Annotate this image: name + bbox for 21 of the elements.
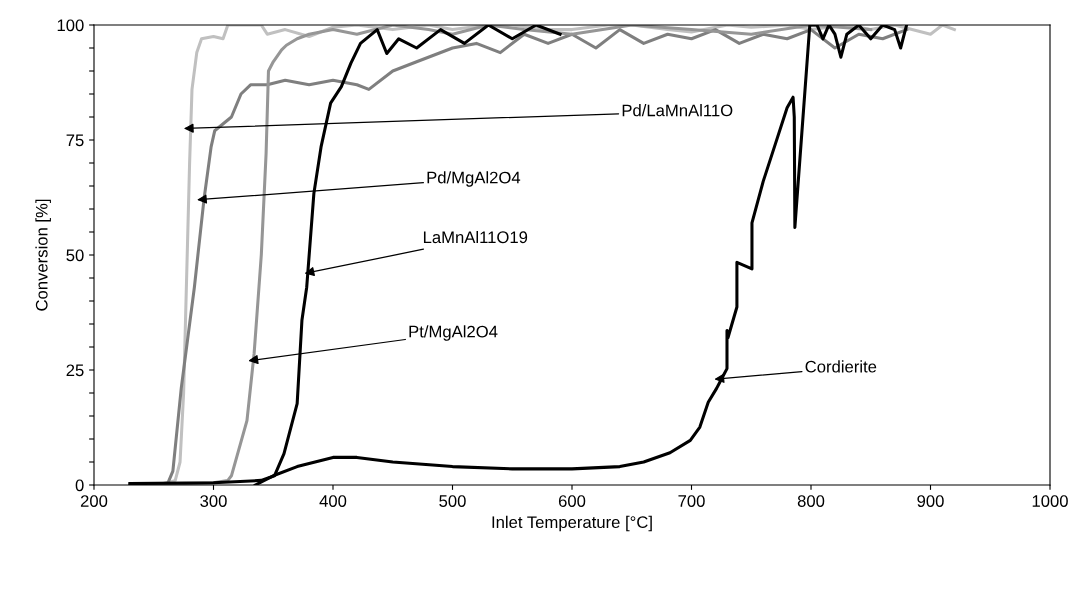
x-tick-label: 300: [200, 495, 227, 507]
x-axis-title: Inlet Temperature [°C]: [492, 515, 652, 532]
y-tick-label: 0: [75, 479, 84, 492]
annotation: Cordierite: [805, 360, 877, 373]
y-tick-label: 100: [57, 19, 84, 32]
annotation: Pt/MgAl2O4: [409, 325, 498, 341]
x-tick-label: 600: [558, 495, 586, 507]
x-tick-label: 200: [80, 495, 108, 507]
annotation: Pd/LaMnAl11O: [622, 104, 733, 117]
x-tick-label: 800: [797, 495, 825, 507]
x-tick-label: 700: [678, 495, 705, 507]
annotation: Pd/MgAl2O4: [427, 171, 521, 187]
x-tick-label: 1000: [1032, 495, 1068, 507]
x-tick-label: 500: [439, 495, 466, 507]
x-tick-label: 900: [917, 495, 944, 507]
y-tick-label: 50: [66, 249, 84, 262]
annotation: LaMnAl11O19: [423, 230, 528, 244]
y-tick-label: 25: [66, 364, 84, 377]
y-axis-title: Conversion [%]: [35, 199, 51, 311]
y-tick-label: 75: [66, 134, 84, 147]
x-tick-label: 400: [319, 495, 347, 507]
